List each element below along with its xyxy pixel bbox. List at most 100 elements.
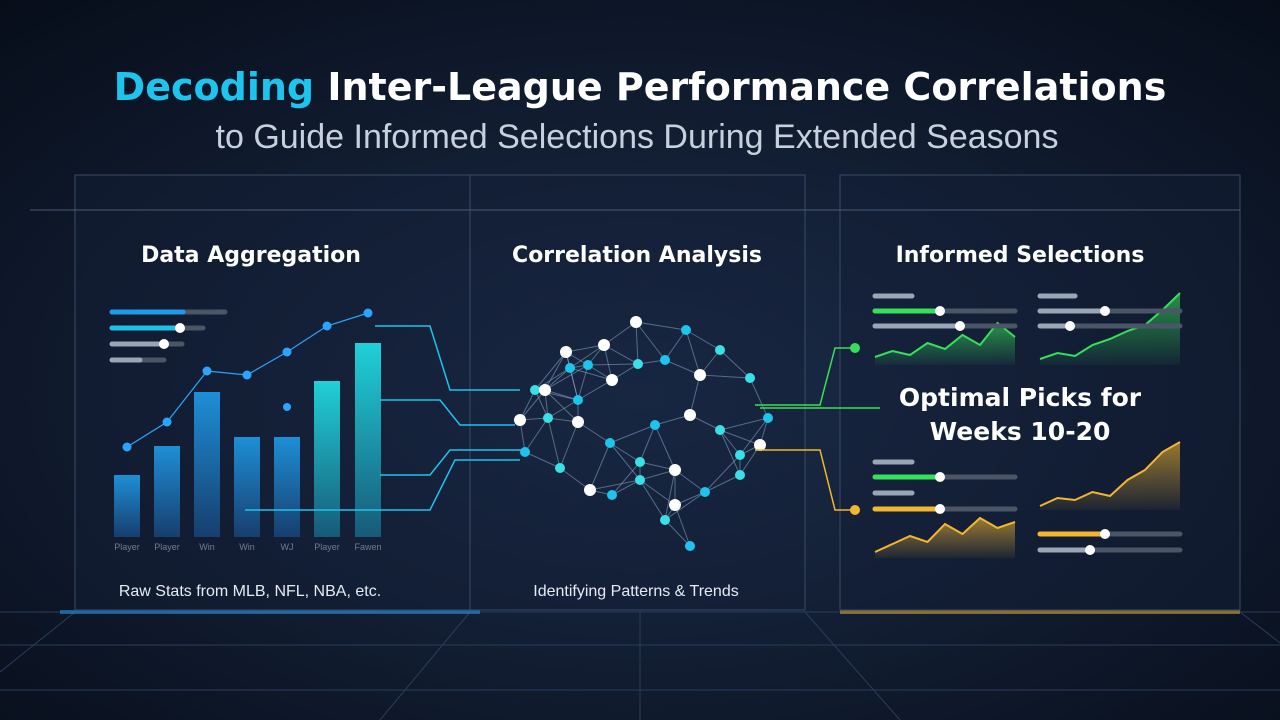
panel-title: Data Aggregation xyxy=(141,243,361,268)
network-node xyxy=(633,359,643,369)
slider-knob xyxy=(955,321,965,331)
glow xyxy=(60,610,480,614)
mini-area xyxy=(875,518,1015,558)
slider-knob xyxy=(935,504,945,514)
bar-label: Player xyxy=(154,542,180,552)
network-edge xyxy=(719,429,761,446)
decorations: Player Player Win Win WJ Player Fawen xyxy=(109,292,1183,558)
network-node xyxy=(598,339,610,351)
network-edge xyxy=(685,329,721,351)
slider-knob xyxy=(935,306,945,316)
network-node xyxy=(660,515,670,525)
network-edge xyxy=(569,344,605,369)
network-edge xyxy=(699,374,751,379)
circuit-line xyxy=(380,449,525,476)
slider-knob xyxy=(159,339,169,349)
network-edge xyxy=(565,344,605,353)
trend-dot xyxy=(282,347,292,357)
bar xyxy=(314,381,340,537)
network-node xyxy=(669,464,681,476)
network-node xyxy=(560,346,572,358)
network-edge xyxy=(589,442,611,491)
network-edge xyxy=(609,442,641,481)
network-edge xyxy=(524,417,549,453)
panel-caption: Identifying Patterns & Trends xyxy=(533,583,738,600)
slider-knob xyxy=(1065,321,1075,331)
network-edge xyxy=(565,351,579,401)
network-node xyxy=(754,439,766,451)
network-edge xyxy=(577,421,611,444)
network-edge xyxy=(577,379,613,401)
output-line xyxy=(755,347,855,406)
slider-knob xyxy=(1085,545,1095,555)
network-edge xyxy=(719,429,741,456)
network-node xyxy=(681,325,691,335)
mini-line xyxy=(874,321,1016,358)
bar xyxy=(234,437,260,537)
network-edge xyxy=(603,321,637,346)
panel-title: Correlation Analysis xyxy=(512,243,762,268)
trend-dot xyxy=(363,308,373,318)
network-edge xyxy=(654,424,676,471)
bar-label: Player xyxy=(114,542,140,552)
network-edge xyxy=(544,364,589,391)
output-line xyxy=(755,449,855,511)
bar xyxy=(274,437,300,537)
glow xyxy=(840,610,1240,614)
network-node xyxy=(669,499,681,511)
panel-frames xyxy=(74,174,1241,611)
network-edge xyxy=(569,367,613,381)
subtitle: to Guide Informed Selections During Exte… xyxy=(216,118,1059,156)
network-node xyxy=(715,425,725,435)
bar-label: Win xyxy=(199,542,215,552)
network-node xyxy=(735,470,745,480)
network-edge xyxy=(635,321,687,331)
bar-label: Win xyxy=(239,542,255,552)
output-dot xyxy=(850,505,860,515)
mini-line xyxy=(1039,292,1181,360)
panel-caption: Raw Stats from MLB, NFL, NBA, etc. xyxy=(119,583,381,600)
network-node xyxy=(635,475,645,485)
network-edge xyxy=(609,424,656,444)
network-edge xyxy=(739,417,769,456)
network-edge xyxy=(664,491,706,521)
bar xyxy=(154,446,180,537)
network-node xyxy=(635,457,645,467)
circuit-line xyxy=(375,325,520,391)
network-node xyxy=(514,414,526,426)
panel-title: Informed Selections xyxy=(896,243,1145,268)
network-node xyxy=(735,450,745,460)
network-edge xyxy=(519,389,546,421)
network-edge xyxy=(704,474,741,493)
trend-dot xyxy=(122,442,132,452)
network-edge xyxy=(611,479,641,496)
title-highlight: Decoding xyxy=(114,65,314,109)
bar xyxy=(194,392,220,537)
network-edge xyxy=(749,377,769,419)
network-edge xyxy=(611,461,641,496)
network-node xyxy=(572,416,584,428)
mini-line xyxy=(874,516,1016,553)
network-edge xyxy=(577,364,589,401)
mini-line xyxy=(1039,441,1181,507)
network-edge xyxy=(664,359,701,376)
network-edge xyxy=(664,469,676,521)
network-edge xyxy=(547,417,561,469)
network-edge xyxy=(719,349,751,379)
network-edge xyxy=(664,519,691,547)
network-node xyxy=(694,369,706,381)
network-node xyxy=(520,447,530,457)
network-edge xyxy=(674,469,706,493)
network-node xyxy=(583,360,593,370)
network-node xyxy=(684,409,696,421)
network-edge xyxy=(587,363,639,366)
network-node xyxy=(660,355,670,365)
circuit-line xyxy=(245,459,520,511)
network-node xyxy=(745,373,755,383)
bar-label: Player xyxy=(314,542,340,552)
network-edge xyxy=(639,469,676,481)
network-edge xyxy=(689,374,701,416)
slider-knob xyxy=(935,472,945,482)
